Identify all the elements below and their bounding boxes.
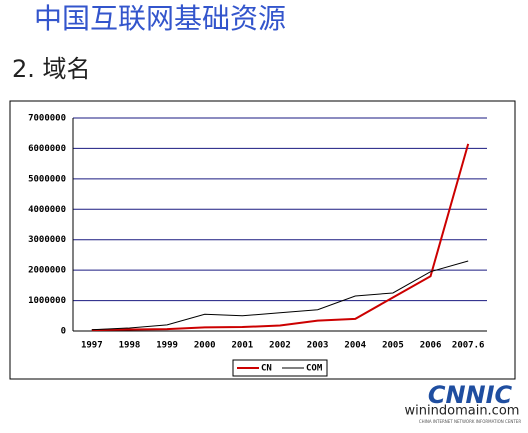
y-tick-label: 2000000 xyxy=(28,266,66,276)
x-tick-label: 2001 xyxy=(232,341,254,351)
y-tick-label: 3000000 xyxy=(28,235,66,245)
slide-title: 中国互联网基础资源 xyxy=(34,2,286,35)
y-tick-label: 1000000 xyxy=(28,296,66,306)
x-tick-label: 2006 xyxy=(420,341,442,351)
site: winindomain.com xyxy=(405,404,520,419)
x-tick-label: 1998 xyxy=(119,341,141,351)
legend-label: COM xyxy=(306,364,323,374)
logo: CNNIC xyxy=(428,381,513,409)
y-tick-label: 4000000 xyxy=(28,205,66,215)
y-tick-label: 7000000 xyxy=(28,114,66,124)
slide-subtitle: 2. 域名 xyxy=(12,55,91,83)
x-tick-label: 2005 xyxy=(382,341,404,351)
legend-label: CN xyxy=(261,364,272,374)
y-tick-label: 5000000 xyxy=(28,174,66,184)
line-series xyxy=(91,143,470,332)
x-tick-label: 2000 xyxy=(194,341,216,351)
x-tick-label: 1997 xyxy=(81,341,103,351)
y-tick-label: 0 xyxy=(61,327,66,337)
x-tick-label: 2003 xyxy=(307,341,329,351)
y-tick-label: 6000000 xyxy=(28,144,66,154)
x-tick-label: 2002 xyxy=(269,341,291,351)
line-series xyxy=(91,260,469,331)
x-tick-label: 1999 xyxy=(156,341,178,351)
legend-box xyxy=(232,359,328,377)
org: CHINA INTERNET NETWORK INFORMATION CENTE… xyxy=(419,419,521,424)
x-tick-label: 2004 xyxy=(344,341,366,351)
x-tick-label: 2007.6 xyxy=(452,341,485,351)
